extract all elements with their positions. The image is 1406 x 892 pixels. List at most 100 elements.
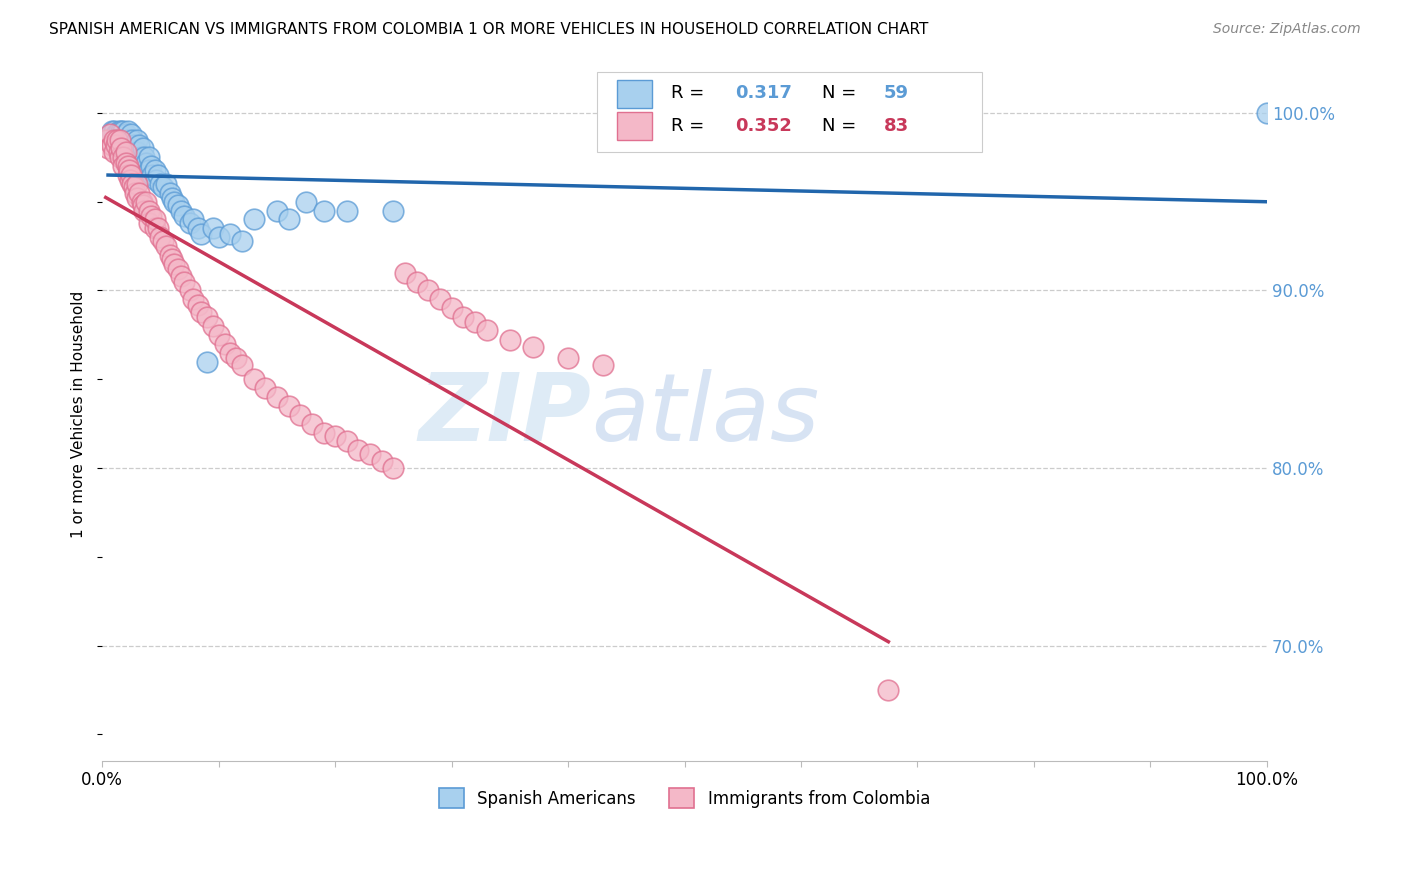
- Point: [108, 150, 131, 164]
- Point: [135, 194, 157, 209]
- Point: [214, 336, 236, 351]
- Point: [266, 203, 288, 218]
- Point: [522, 340, 544, 354]
- Point: [190, 305, 212, 319]
- Point: [100, 123, 122, 137]
- Text: R =: R =: [671, 84, 710, 102]
- Point: [122, 180, 145, 194]
- Point: [167, 198, 190, 212]
- Point: [231, 358, 253, 372]
- Point: [277, 212, 299, 227]
- Point: [173, 275, 195, 289]
- Point: [112, 150, 135, 164]
- Point: [159, 248, 181, 262]
- Point: [100, 137, 122, 152]
- Point: [242, 212, 264, 227]
- Point: [107, 123, 129, 137]
- Y-axis label: 1 or more Vehicles in Household: 1 or more Vehicles in Household: [72, 291, 86, 539]
- Point: [94, 132, 117, 146]
- Point: [242, 372, 264, 386]
- Point: [429, 293, 451, 307]
- Point: [155, 239, 177, 253]
- Point: [219, 345, 242, 359]
- Point: [127, 145, 149, 159]
- Point: [160, 252, 183, 266]
- Point: [139, 209, 162, 223]
- Point: [138, 203, 160, 218]
- Point: [138, 216, 160, 230]
- Point: [312, 425, 335, 440]
- Point: [277, 399, 299, 413]
- Point: [105, 132, 128, 146]
- Point: [149, 230, 172, 244]
- Point: [134, 150, 156, 164]
- Point: [359, 447, 381, 461]
- Point: [179, 216, 201, 230]
- Point: [1256, 106, 1278, 120]
- Point: [120, 127, 142, 141]
- Point: [451, 310, 474, 325]
- Point: [143, 221, 166, 235]
- Point: [347, 443, 370, 458]
- Point: [464, 315, 486, 329]
- Point: [117, 159, 139, 173]
- Legend: Spanish Americans, Immigrants from Colombia: Spanish Americans, Immigrants from Colom…: [433, 781, 936, 815]
- Point: [499, 333, 522, 347]
- Point: [103, 132, 125, 146]
- Point: [187, 298, 209, 312]
- Point: [181, 212, 204, 227]
- Point: [105, 132, 128, 146]
- Point: [295, 194, 318, 209]
- Point: [117, 132, 139, 146]
- Point: [187, 221, 209, 235]
- FancyBboxPatch shape: [617, 80, 652, 108]
- Point: [132, 141, 155, 155]
- Point: [141, 168, 163, 182]
- Point: [110, 132, 132, 146]
- Point: [382, 203, 405, 218]
- Point: [114, 132, 136, 146]
- Point: [117, 123, 139, 137]
- Point: [135, 155, 157, 169]
- Point: [219, 227, 242, 241]
- Point: [201, 221, 224, 235]
- Point: [129, 150, 152, 164]
- Point: [290, 408, 312, 422]
- Point: [132, 198, 155, 212]
- Point: [108, 132, 131, 146]
- Point: [266, 390, 288, 404]
- Point: [557, 351, 579, 365]
- Point: [139, 159, 162, 173]
- Point: [108, 127, 131, 141]
- Point: [110, 141, 132, 155]
- Point: [312, 203, 335, 218]
- Point: [201, 318, 224, 333]
- Point: [155, 177, 177, 191]
- Text: 83: 83: [884, 117, 908, 135]
- Point: [98, 127, 121, 141]
- Point: [110, 123, 132, 137]
- Point: [170, 203, 193, 218]
- Point: [134, 203, 156, 218]
- Point: [145, 173, 167, 187]
- Point: [195, 310, 218, 325]
- Point: [146, 221, 169, 235]
- Point: [124, 186, 146, 200]
- Point: [181, 293, 204, 307]
- Point: [225, 351, 247, 365]
- Text: Source: ZipAtlas.com: Source: ZipAtlas.com: [1213, 22, 1361, 37]
- Text: N =: N =: [823, 117, 862, 135]
- Point: [336, 434, 359, 449]
- Point: [121, 177, 143, 191]
- Point: [121, 132, 143, 146]
- Point: [103, 123, 125, 137]
- Point: [127, 177, 149, 191]
- Point: [138, 162, 160, 177]
- Text: ZIP: ZIP: [419, 368, 592, 461]
- Point: [143, 162, 166, 177]
- Point: [112, 123, 135, 137]
- Point: [301, 417, 323, 431]
- Point: [103, 145, 125, 159]
- Point: [114, 155, 136, 169]
- Point: [179, 284, 201, 298]
